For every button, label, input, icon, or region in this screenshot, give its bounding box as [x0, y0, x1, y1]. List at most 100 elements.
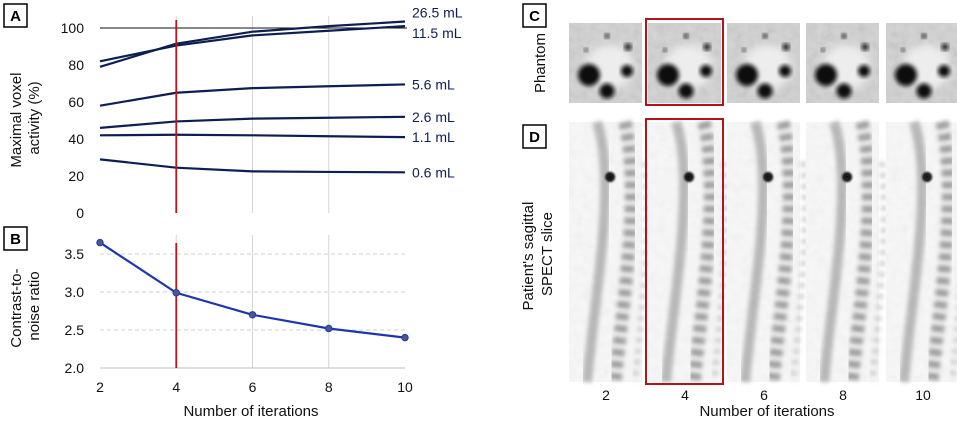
- phantom-sphere: [895, 64, 917, 86]
- panel-a: A 0 20 40 60 80 100 26.5 mL 11.5 mL 5.6 mL 2.6 m…: [3, 3, 463, 221]
- image-iteration-label: 4: [681, 387, 689, 403]
- phantom-sphere: [762, 33, 768, 39]
- phantom-sphere: [663, 48, 667, 52]
- phantom-sphere: [584, 48, 588, 52]
- panel-b-y-axis-title-line1: Contrast-to-: [8, 268, 25, 347]
- series-line-1-1-ml: [99, 133, 406, 139]
- phantom-sphere: [599, 83, 615, 99]
- panel-a-series: [99, 20, 406, 174]
- series-label-2-6-ml: 2.6 mL: [412, 109, 455, 125]
- panel-b-label: B: [10, 231, 21, 248]
- image-iteration-label: 8: [839, 387, 847, 403]
- panel-a-y-tick-label: 40: [68, 131, 84, 147]
- panel-a-series-labels: 26.5 mL 11.5 mL 5.6 mL 2.6 mL 1.1 mL 0.6 mL: [412, 5, 463, 181]
- panel-b-x-tick-label: 6: [249, 379, 257, 395]
- panel-a-y-ticks: 0 20 40 60 80 100: [61, 20, 85, 221]
- phantom-image: [806, 23, 879, 103]
- panel-b-x-tick-label: 4: [172, 379, 180, 395]
- spect-highlight-frame: [645, 118, 724, 385]
- series-line-2-6-ml: [99, 115, 406, 129]
- spect-image: [806, 120, 887, 383]
- panel-a-y-tick-label: 60: [68, 94, 84, 110]
- panel-c-label: C: [529, 8, 540, 25]
- patient-row-label: Patient's sagittal SPECT slice: [520, 198, 556, 311]
- phantom-sphere: [703, 43, 711, 51]
- panel-a-y-tick-label: 0: [76, 205, 84, 221]
- panel-a-y-axis-title: Maximal voxel activity (%): [8, 68, 43, 167]
- panel-b-y-tick-label: 3.0: [65, 284, 85, 300]
- series-label-26-5-ml: 26.5 mL: [412, 5, 463, 21]
- spect-image: [569, 120, 650, 383]
- panel-a-y-axis-title-line2: activity (%): [26, 81, 43, 154]
- data-point-cnr: [96, 238, 104, 247]
- panel-a-gridlines: [175, 16, 330, 213]
- panel-b-y-tick-label: 2.5: [65, 322, 85, 338]
- spect-image: [886, 120, 957, 383]
- panel-d-label: D: [529, 129, 540, 146]
- image-x-axis-title: Number of iterations: [699, 403, 834, 420]
- series-label-11-5-ml: 11.5 mL: [412, 25, 462, 41]
- panel-b-gridlines: [100, 235, 405, 369]
- spect-image: [645, 118, 729, 385]
- phantom-highlight-frame: [645, 18, 724, 106]
- image-iteration-label: 2: [602, 387, 610, 403]
- panel-d-label-box: [522, 124, 547, 149]
- series-label-1-1-ml: 1.1 mL: [412, 129, 455, 145]
- panel-c: C Phantom: [522, 3, 957, 106]
- phantom-sphere: [836, 83, 852, 99]
- panel-b-y-tick-label: 3.5: [65, 246, 85, 262]
- phantom-sphere: [578, 64, 600, 86]
- phantom-sphere: [841, 33, 847, 39]
- image-iteration-label: 10: [915, 387, 931, 403]
- phantom-sphere: [678, 83, 694, 99]
- spect-noise: [569, 122, 642, 382]
- spect-noise: [727, 122, 800, 382]
- panel-b-y-ticks: 2.0 2.5 3.0 3.5: [65, 246, 85, 376]
- spect-posterior-elements: [790, 161, 808, 383]
- spect-image: [727, 120, 808, 383]
- phantom-sphere: [821, 48, 825, 52]
- spect-noise: [648, 122, 721, 382]
- panel-a-y-axis-title-line1: Maximal voxel: [8, 73, 25, 168]
- patient-row-label-line1: Patient's sagittal: [520, 202, 537, 311]
- phantom-sphere: [604, 33, 610, 39]
- series-line-0-6-ml: [99, 158, 406, 174]
- patient-row-label-line2: SPECT slice: [539, 212, 556, 296]
- phantom-image: [727, 23, 800, 103]
- phantom-sphere: [938, 65, 950, 77]
- panel-a-y-tick-label: 100: [61, 20, 85, 36]
- panel-b-x-tick-label: 10: [397, 379, 413, 395]
- panel-b-y-tick-label: 2.0: [65, 360, 85, 376]
- spect-noise: [886, 122, 957, 382]
- phantom-sphere: [742, 48, 746, 52]
- data-point-cnr: [401, 333, 409, 342]
- series-line-11-5-ml: [99, 25, 406, 63]
- phantom-sphere: [916, 83, 932, 99]
- panel-b-x-axis-title: Number of iterations: [183, 403, 318, 420]
- phantom-sphere: [779, 65, 791, 77]
- phantom-sphere: [736, 64, 758, 86]
- phantom-sphere: [861, 43, 869, 51]
- phantom-sphere: [683, 33, 689, 39]
- phantom-sphere: [941, 43, 949, 51]
- image-iteration-labels: 2 4 6 8 10: [602, 387, 931, 403]
- phantom-sphere: [757, 83, 773, 99]
- series-label-5-6-ml: 5.6 mL: [412, 76, 455, 92]
- panel-d: D Patient's sagittal SPECT slice 2 4 6 8 10 …: [520, 118, 957, 420]
- panel-b-y-axis-title-line2: noise ratio: [26, 271, 43, 340]
- phantom-sphere: [624, 43, 632, 51]
- panel-c-label-box: [522, 3, 547, 28]
- data-point-cnr: [248, 311, 257, 319]
- phantom-row-label: Phantom: [532, 33, 549, 93]
- series-label-0-6-ml: 0.6 mL: [412, 164, 455, 180]
- panel-a-y-tick-label: 80: [68, 57, 84, 73]
- phantom-sphere: [782, 43, 790, 51]
- spect-images: [569, 118, 957, 385]
- panel-a-y-tick-label: 20: [68, 168, 84, 184]
- phantom-sphere: [621, 65, 633, 77]
- panel-b-x-ticks: 2 4 6 8 10: [96, 379, 413, 395]
- data-point-cnr: [325, 324, 333, 333]
- phantom-image: [645, 18, 724, 106]
- panel-b-series: [96, 238, 409, 342]
